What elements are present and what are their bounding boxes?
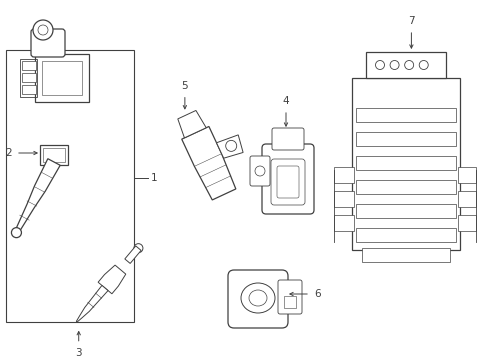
Bar	[334, 167, 354, 183]
Bar	[42, 61, 82, 95]
Bar	[22, 85, 36, 94]
Polygon shape	[15, 159, 60, 234]
Bar	[356, 156, 456, 170]
FancyBboxPatch shape	[228, 270, 288, 328]
Bar	[356, 204, 456, 218]
FancyBboxPatch shape	[272, 128, 304, 150]
Bar	[334, 191, 354, 207]
Text: 4: 4	[283, 96, 289, 106]
Bar	[362, 248, 450, 262]
Bar	[22, 73, 36, 82]
Text: 3: 3	[75, 348, 82, 358]
FancyBboxPatch shape	[352, 78, 460, 250]
FancyBboxPatch shape	[31, 29, 65, 57]
Bar	[284, 296, 296, 308]
Bar	[20, 59, 37, 97]
Text: 1: 1	[151, 173, 158, 183]
Bar	[22, 61, 36, 70]
Text: 6: 6	[314, 289, 320, 299]
Circle shape	[33, 20, 53, 40]
Bar	[356, 132, 456, 146]
Circle shape	[11, 228, 22, 238]
Circle shape	[134, 244, 143, 253]
Bar	[6, 50, 134, 322]
Polygon shape	[178, 111, 206, 138]
Text: 2: 2	[5, 148, 12, 158]
Polygon shape	[125, 246, 141, 264]
Polygon shape	[182, 126, 236, 200]
Bar	[356, 108, 456, 122]
FancyBboxPatch shape	[262, 144, 314, 214]
Text: 7: 7	[408, 16, 415, 26]
FancyBboxPatch shape	[35, 54, 89, 102]
Bar	[458, 215, 476, 231]
Polygon shape	[76, 285, 108, 322]
Bar	[458, 167, 476, 183]
Bar	[356, 180, 456, 194]
FancyBboxPatch shape	[278, 280, 302, 314]
Polygon shape	[217, 135, 243, 158]
Bar	[334, 215, 354, 231]
Polygon shape	[98, 265, 126, 294]
Bar	[40, 145, 68, 165]
Text: 5: 5	[182, 81, 188, 91]
Bar	[43, 148, 65, 162]
FancyBboxPatch shape	[250, 156, 270, 186]
Bar	[366, 52, 446, 78]
Bar	[458, 191, 476, 207]
Bar	[356, 228, 456, 242]
